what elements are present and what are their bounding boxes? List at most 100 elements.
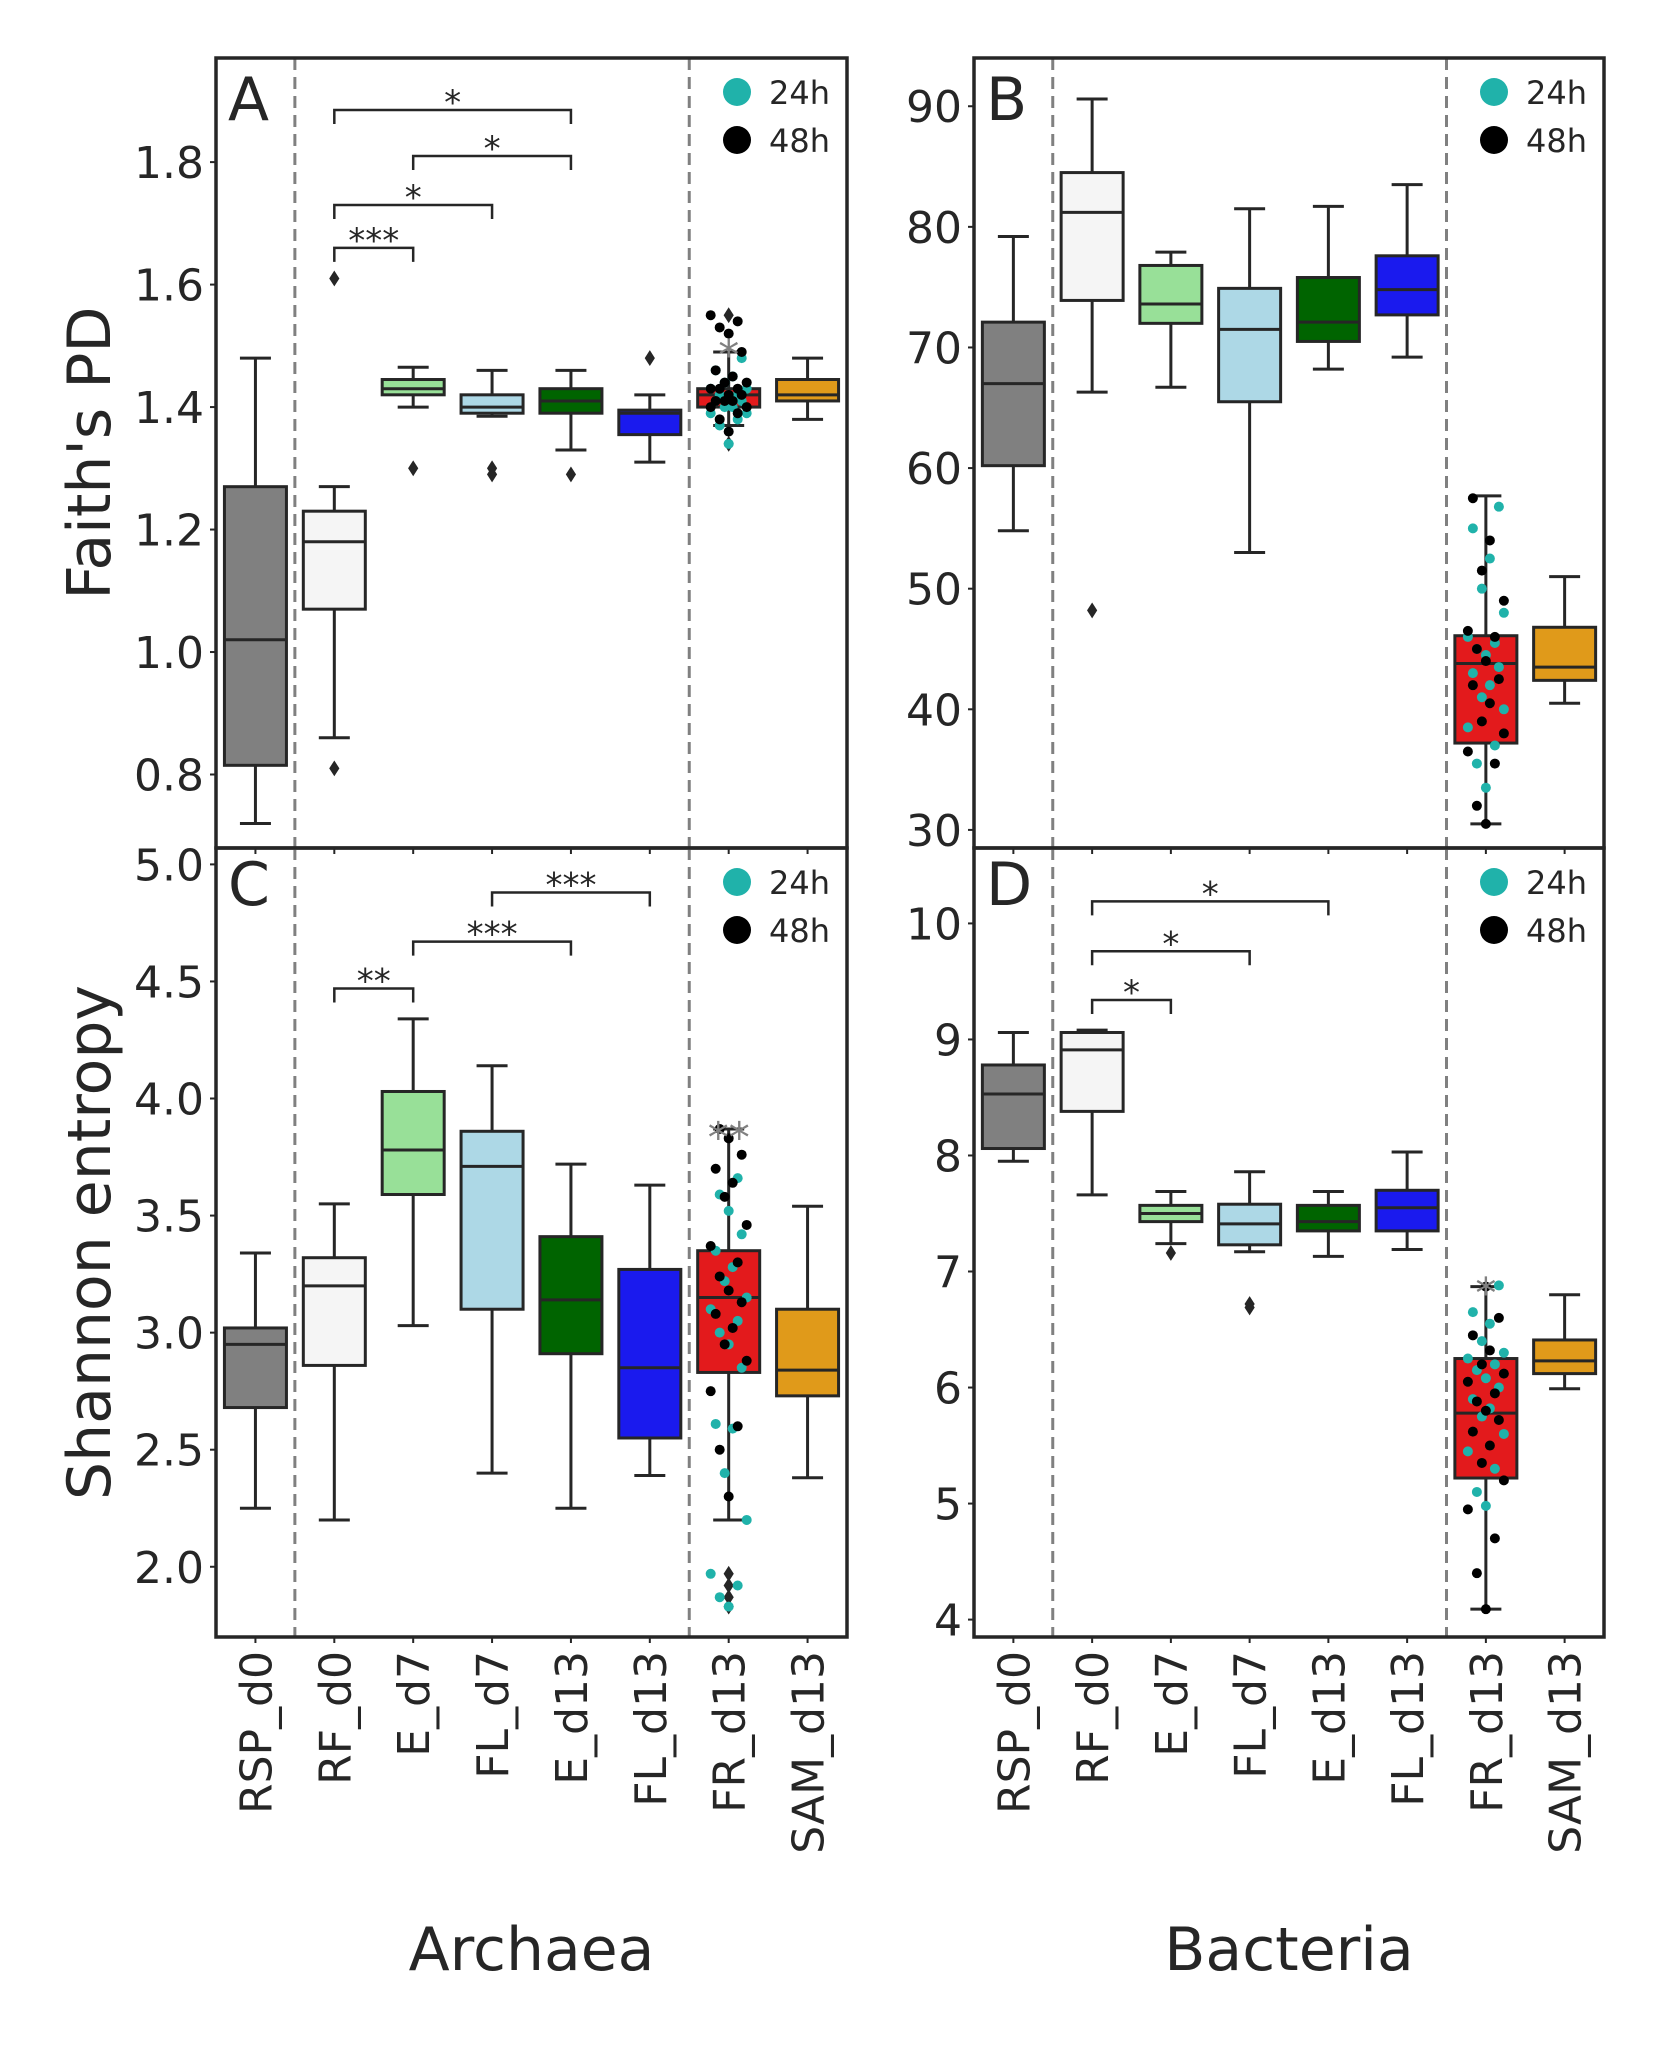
swarm-point-24h — [1471, 758, 1482, 769]
box-SAM_d13 — [1532, 1338, 1598, 1376]
swarm-point-48h — [723, 1285, 734, 1296]
swarm-point-24h — [1480, 782, 1491, 793]
plot-frame — [214, 846, 849, 1639]
significance-label: * — [484, 129, 501, 169]
y-axis-title: Faith's PD — [55, 306, 125, 599]
swarm-point-48h — [727, 1177, 738, 1188]
significance-bracket — [333, 108, 573, 125]
significance-label-vs-control: ** — [708, 1113, 750, 1162]
y-tick-label: 3.0 — [134, 1309, 204, 1360]
swarm-point-48h — [1462, 746, 1473, 757]
swarm-point-24h — [1493, 662, 1504, 673]
swarm-point-24h — [1484, 1318, 1495, 1329]
legend-marker-24h — [723, 868, 751, 896]
x-tick-label: RF_d0 — [310, 1651, 361, 1785]
swarm-point-24h — [1493, 1280, 1504, 1291]
swarm-point-24h — [1498, 1428, 1509, 1439]
swarm-point-24h — [741, 1514, 752, 1525]
swarm-point-48h — [1484, 1440, 1495, 1451]
swarm-point-48h — [1462, 625, 1473, 636]
swarm-point-48h — [705, 1241, 716, 1252]
swarm-point-48h — [1484, 1345, 1495, 1356]
y-tick-label: 7 — [934, 1248, 962, 1299]
legend-label-24h: 24h — [1526, 74, 1587, 112]
significance-label: *** — [545, 865, 596, 905]
x-tick-label: FL_d7 — [468, 1651, 519, 1779]
box-FL_d7 — [459, 1129, 525, 1311]
box-FL_d7 — [1217, 286, 1283, 404]
swarm-point-24h — [732, 1315, 743, 1326]
y-tick-label: 50 — [906, 565, 962, 616]
y-tick-label: 4.5 — [134, 957, 204, 1008]
significance-label: * — [444, 83, 461, 123]
swarm-point-24h — [1467, 1307, 1478, 1318]
significance-label: * — [1123, 973, 1140, 1013]
swarm-point-24h — [714, 1592, 725, 1603]
swarm-point-48h — [732, 383, 743, 394]
legend-label-24h: 24h — [769, 864, 830, 902]
swarm-point-48h — [1480, 1405, 1491, 1416]
outlier-marker — [329, 270, 340, 287]
swarm-point-24h — [736, 1229, 747, 1240]
swarm-point-48h — [1498, 595, 1509, 606]
x-tick-label: FL_d13 — [626, 1651, 677, 1807]
y-tick-label: 10 — [906, 899, 962, 950]
x-tick-label: RF_d0 — [1068, 1651, 1119, 1785]
swarm-point-24h — [714, 1327, 725, 1338]
swarm-point-48h — [1480, 1604, 1491, 1615]
x-axis-title: Archaea — [409, 1915, 655, 1985]
swarm-point-48h — [1476, 1457, 1487, 1468]
panel-letter: B — [986, 65, 1027, 135]
swarm-point-48h — [1471, 800, 1482, 811]
y-tick-label: 80 — [906, 203, 962, 254]
swarm-point-24h — [1484, 553, 1495, 564]
legend-marker-48h — [723, 916, 751, 944]
swarm-point-24h — [710, 1418, 721, 1429]
swarm-point-24h — [723, 1205, 734, 1216]
y-tick-label: 6 — [934, 1364, 962, 1415]
legend-label-24h: 24h — [1526, 864, 1587, 902]
legend-label-48h: 48h — [769, 122, 830, 160]
swarm-point-24h — [1462, 1353, 1473, 1364]
swarm-point-24h — [1484, 680, 1495, 691]
swarm-point-48h — [1467, 680, 1478, 691]
swarm-point-48h — [732, 316, 743, 327]
y-tick-label: 9 — [934, 1015, 962, 1066]
outlier-marker — [644, 350, 655, 367]
significance-label: *** — [348, 221, 399, 261]
swarm-point-48h — [732, 1421, 743, 1432]
swarm-point-48h — [714, 1271, 725, 1282]
swarm-point-48h — [1489, 1533, 1500, 1544]
swarm-point-24h — [719, 1468, 730, 1479]
swarm-point-24h — [1489, 1359, 1500, 1370]
swarm-point-48h — [705, 383, 716, 394]
y-tick-label: 4 — [934, 1596, 962, 1647]
swarm-point-24h — [1498, 607, 1509, 618]
swarm-point-48h — [723, 389, 734, 400]
swarm-point-24h — [1493, 501, 1504, 512]
box-E_d13 — [1295, 276, 1361, 343]
swarm-point-24h — [1476, 692, 1487, 703]
outlier-marker — [1087, 602, 1098, 619]
swarm-point-48h — [714, 1444, 725, 1455]
x-tick-label: E_d13 — [547, 1651, 598, 1785]
significance-label-vs-control: * — [1475, 1268, 1496, 1317]
significance-label: *** — [467, 915, 518, 955]
box-FL_d13 — [617, 1267, 683, 1440]
swarm-point-24h — [723, 1601, 734, 1612]
x-tick-label: FL_d7 — [1226, 1651, 1277, 1779]
swarm-point-48h — [1471, 1568, 1482, 1579]
swarm-point-48h — [1493, 674, 1504, 685]
swarm-point-48h — [719, 1339, 730, 1350]
swarm-point-48h — [741, 402, 752, 413]
swarm-point-48h — [1476, 565, 1487, 576]
legend-marker-24h — [1480, 78, 1508, 106]
box-RSP_d0 — [980, 320, 1046, 468]
y-tick-label: 90 — [906, 82, 962, 133]
y-tick-label: 2.0 — [134, 1543, 204, 1594]
swarm-point-48h — [1489, 631, 1500, 642]
box-FL_d13 — [1374, 1188, 1440, 1233]
significance-bracket — [1090, 950, 1251, 966]
y-tick-label: 1.4 — [134, 383, 204, 434]
box-SAM_d13 — [775, 1307, 841, 1398]
